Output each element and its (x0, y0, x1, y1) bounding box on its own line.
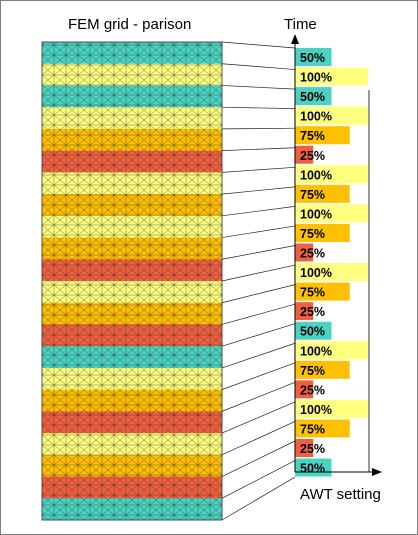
awt-setting-bar (295, 419, 350, 438)
awt-setting-bar (295, 439, 314, 457)
band-connector-line (221, 106, 296, 109)
awt-setting-label: 75% (300, 188, 325, 202)
awt-setting-bar (295, 399, 368, 418)
awt-setting-label: 25% (300, 442, 325, 456)
awt-setting-bar (295, 126, 350, 145)
diagram-title: FEM grid - parison (68, 16, 191, 33)
time-axis-label: Time (284, 16, 317, 33)
awt-setting-label: 75% (300, 364, 325, 378)
awt-setting-bar (295, 243, 314, 262)
awt-setting-bar (295, 184, 350, 203)
band-connector-line (221, 323, 296, 347)
band-connector-lines (221, 41, 296, 521)
awt-setting-label: 25% (300, 247, 325, 261)
awt-setting-label: 25% (300, 305, 325, 319)
awt-setting-label: 100% (300, 344, 332, 358)
awt-setting-label: 100% (300, 207, 332, 221)
awt-setting-label: 50% (300, 51, 325, 65)
band-connector-line (221, 147, 296, 151)
awt-setting-label: 25% (300, 149, 325, 163)
awt-setting-label: 75% (300, 422, 325, 436)
awt-setting-bar (295, 380, 314, 399)
awt-setting-bar (295, 165, 368, 184)
awt-setting-bar (295, 263, 368, 282)
band-connector-line (221, 382, 296, 412)
awt-setting-bar (295, 67, 368, 86)
band-connector-line (221, 421, 296, 456)
band-connector-line (221, 41, 296, 49)
awt-setting-bar (295, 106, 368, 125)
awt-setting-label: 50% (300, 90, 325, 104)
band-connector-line (221, 476, 296, 521)
awt-setting-bar (295, 223, 350, 242)
awt-setting-bar (295, 145, 314, 164)
band-connector-line (221, 85, 296, 90)
band-connector-line (221, 440, 296, 477)
awt-setting-label: 100% (300, 403, 332, 417)
band-connector-line (221, 460, 296, 499)
awt-setting-label: 75% (300, 129, 325, 143)
band-connector-line (221, 186, 296, 195)
awt-setting-bar (295, 321, 332, 340)
band-connector-line (221, 206, 296, 217)
band-connector-line (221, 362, 296, 390)
band-connector-line (221, 303, 296, 325)
time-axis-arrowhead (291, 34, 299, 44)
band-connector-line (221, 264, 296, 282)
band-connector-line (221, 342, 296, 369)
band-connector-line (221, 225, 296, 238)
awt-axis-arrowhead (372, 468, 382, 476)
band-connector-line (221, 166, 296, 173)
awt-setting-bar (295, 282, 350, 301)
awt-setting-label: 75% (300, 227, 325, 241)
awt-setting-label: 100% (300, 266, 332, 280)
awt-setting-label: 50% (300, 325, 325, 339)
awt-setting-label: 100% (300, 71, 332, 85)
awt-setting-bar (295, 341, 368, 360)
band-connector-line (221, 63, 296, 70)
awt-setting-bar (295, 204, 368, 223)
band-connector-line (221, 127, 296, 130)
awt-setting-bar (295, 48, 332, 66)
band-connector-line (221, 245, 296, 260)
awt-setting-label: 100% (300, 110, 332, 124)
awt-setting-label: 75% (300, 286, 325, 300)
fem-grid-parison (41, 41, 223, 521)
awt-setting-label: 100% (300, 168, 332, 182)
fem-mesh-overlay (42, 42, 222, 520)
band-connector-line (221, 401, 296, 434)
awt-setting-bar (295, 360, 350, 379)
awt-setting-label: 50% (300, 462, 325, 476)
awt-setting-bar (295, 87, 332, 106)
awt-setting-bar (295, 302, 314, 321)
awt-setting-label: 25% (300, 383, 325, 397)
band-connector-line (221, 284, 296, 304)
awt-setting-bars: 50% 100% 50% 100% 75% 25% 100% 75% 100% 75% 25% 100… (295, 48, 368, 477)
awt-axis-label: AWT setting (300, 486, 381, 503)
